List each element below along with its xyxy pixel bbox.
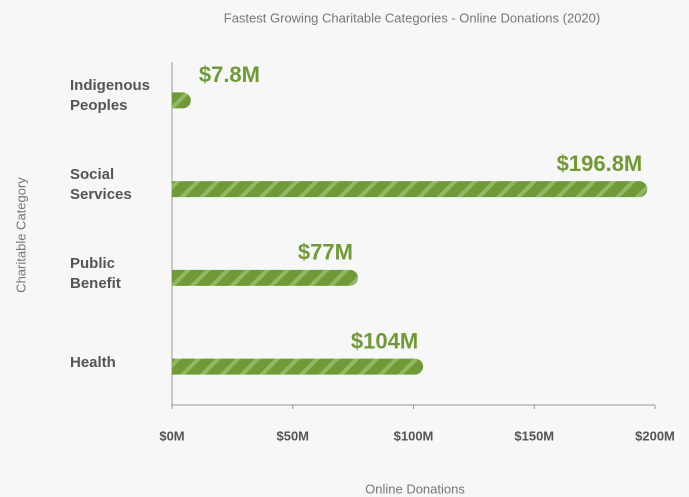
y-tick-label: Public Benefit (70, 254, 121, 292)
bar (172, 92, 191, 109)
value-label: $104M (351, 328, 418, 353)
x-axis-title: Online Donations (365, 481, 465, 496)
value-label: $196.8M (557, 151, 643, 176)
y-tick-label: Indigenous Peoples (70, 77, 150, 115)
x-tick-label: $0M (159, 428, 184, 443)
x-tick-label: $200M (635, 428, 675, 443)
bar (172, 181, 648, 198)
chart-title: Fastest Growing Charitable Categories - … (224, 10, 600, 25)
y-tick-label: Health (70, 353, 116, 371)
y-axis-title: Charitable Category (13, 177, 28, 293)
x-tick-label: $100M (394, 428, 434, 443)
x-tick-label: $50M (276, 428, 309, 443)
value-label: $77M (298, 240, 353, 265)
bar (172, 269, 358, 286)
value-label: $7.8M (199, 62, 260, 87)
x-tick-label: $150M (514, 428, 554, 443)
bar (172, 358, 424, 375)
y-tick-label: Social Services (70, 166, 132, 204)
